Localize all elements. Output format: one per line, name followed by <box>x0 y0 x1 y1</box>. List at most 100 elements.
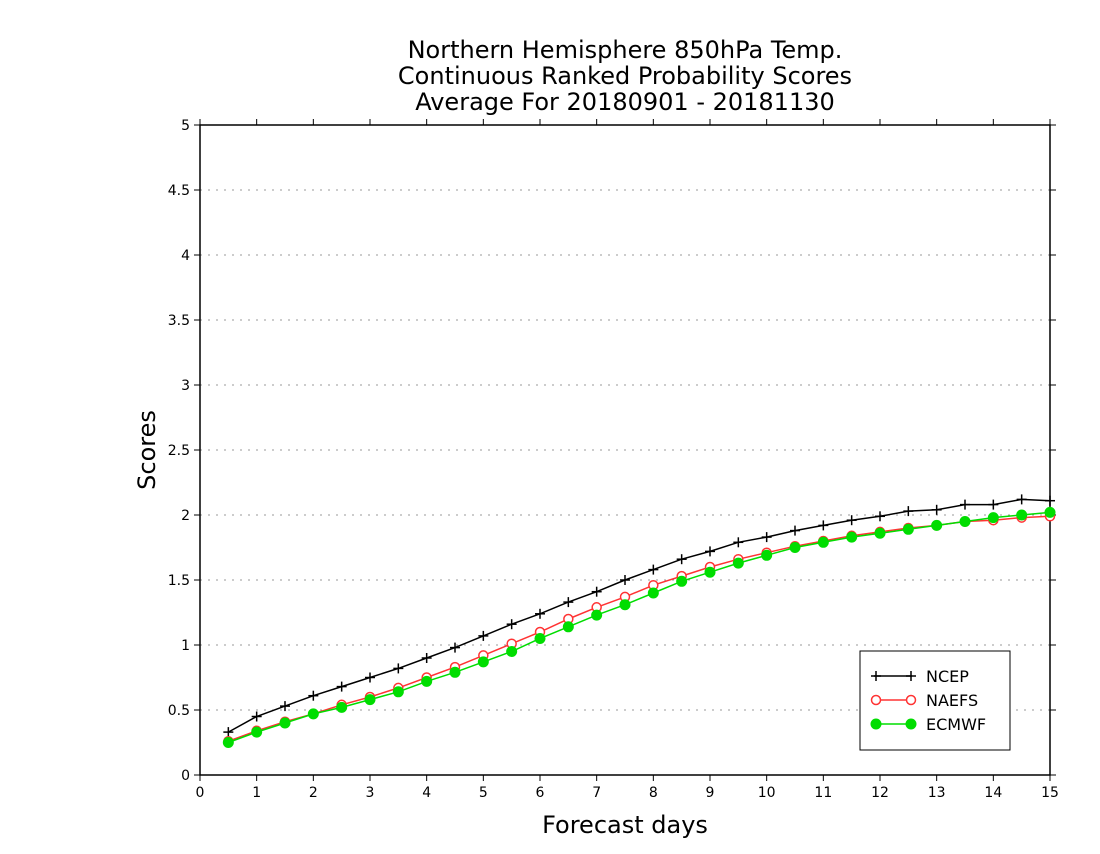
data-point-ecmwf <box>704 566 716 578</box>
x-tick-label: 0 <box>196 785 205 801</box>
x-tick-label: 5 <box>479 785 488 801</box>
legend-marker <box>871 671 881 681</box>
x-tick-label: 15 <box>1041 785 1059 801</box>
data-point-ecmwf <box>1044 506 1056 518</box>
data-point-ncep <box>733 537 744 548</box>
x-tick-label: 11 <box>814 785 832 801</box>
data-point-ncep <box>336 681 347 692</box>
data-point-ncep <box>506 619 517 630</box>
legend-marker <box>870 718 882 730</box>
data-point-ecmwf <box>534 633 546 644</box>
data-point-ecmwf <box>392 686 404 698</box>
data-point-ecmwf <box>1016 509 1028 521</box>
data-point-ecmwf <box>307 708 319 720</box>
data-point-ncep <box>563 597 574 608</box>
y-tick-label: 4 <box>181 248 190 264</box>
y-axis-title: Scores <box>133 410 161 490</box>
x-tick-label: 9 <box>706 785 715 801</box>
data-point-ecmwf <box>647 587 659 599</box>
data-point-ncep <box>393 663 404 674</box>
legend-marker <box>870 694 882 706</box>
data-point-ncep <box>251 711 262 722</box>
data-point-ncep <box>421 653 432 663</box>
data-point-ncep <box>790 525 800 536</box>
data-point-ncep <box>988 499 999 510</box>
data-point-ecmwf <box>874 527 886 539</box>
x-tick-label: 8 <box>649 785 658 801</box>
chart-title-line: Continuous Ranked Probability Scores <box>398 62 852 90</box>
data-point-ncep <box>903 506 914 517</box>
data-point-ecmwf <box>222 737 234 748</box>
data-point-ncep <box>365 672 375 683</box>
legend-marker <box>905 718 917 730</box>
series-layer <box>222 494 1056 748</box>
data-point-ncep <box>705 546 715 557</box>
data-point-ecmwf <box>477 656 489 668</box>
data-point-ecmwf <box>619 599 631 611</box>
legend-item-naefs: NAEFS <box>870 691 978 710</box>
y-tick-label: 0.5 <box>168 703 190 719</box>
y-tick-label: 1 <box>181 638 190 654</box>
y-axis: 0 0.5 1 1.5 2 2.5 3 3.5 4 4.5 5 <box>168 118 1056 784</box>
y-tick-label: 1.5 <box>168 573 190 589</box>
y-tick-label: 3 <box>181 378 190 394</box>
data-point-ncep <box>223 727 234 738</box>
legend-item-ncep: NCEP <box>871 667 969 686</box>
y-tick-label: 0 <box>181 768 190 784</box>
data-point-ncep <box>931 504 942 515</box>
data-point-ncep <box>308 690 319 701</box>
data-point-ncep <box>676 554 687 565</box>
data-point-ecmwf <box>846 531 858 543</box>
x-axis: 0 1 2 3 4 5 6 7 8 9 10 11 12 13 14 15 <box>196 119 1059 801</box>
y-tick-label: 2.5 <box>168 443 190 459</box>
legend-marker <box>906 671 916 681</box>
data-point-ncep <box>478 630 489 641</box>
data-point-ncep <box>535 608 545 619</box>
x-tick-label: 3 <box>366 785 375 801</box>
data-point-ncep <box>761 532 772 543</box>
legend-label: NAEFS <box>926 691 978 710</box>
data-point-ncep <box>818 520 829 531</box>
y-tick-label: 5 <box>181 118 190 134</box>
chart-title-line: Average For 20180901 - 20181130 <box>415 88 835 116</box>
legend: NCEP NAEFS ECMWF <box>859 650 1011 751</box>
data-point-ncep <box>1045 495 1055 506</box>
legend-item-ecmwf: ECMWF <box>870 715 986 734</box>
data-point-ecmwf <box>676 575 688 587</box>
x-tick-label: 2 <box>309 785 318 801</box>
data-point-ecmwf <box>421 675 433 687</box>
data-point-ecmwf <box>902 523 914 535</box>
legend-label: ECMWF <box>926 715 986 734</box>
data-point-ncep <box>450 642 460 653</box>
x-tick-label: 14 <box>984 785 1002 801</box>
series-ncep <box>223 494 1055 738</box>
data-point-ncep <box>280 701 290 712</box>
data-point-ecmwf <box>591 609 603 621</box>
data-point-ecmwf <box>789 542 801 553</box>
data-point-ecmwf <box>251 726 263 738</box>
legend-label: NCEP <box>926 667 969 686</box>
x-axis-title: Forecast days <box>542 811 708 839</box>
data-point-ecmwf <box>364 694 376 706</box>
data-point-ncep <box>960 499 970 510</box>
data-point-ecmwf <box>449 666 461 678</box>
x-tick-label: 10 <box>758 785 776 801</box>
series-ecmwf <box>222 506 1056 748</box>
x-tick-label: 4 <box>422 785 431 801</box>
data-point-ecmwf <box>562 621 574 633</box>
data-point-ecmwf <box>279 717 291 729</box>
data-point-ncep <box>846 515 857 526</box>
data-point-ncep <box>1016 494 1027 505</box>
data-point-ecmwf <box>817 536 829 548</box>
data-point-ncep <box>648 564 659 575</box>
data-point-ecmwf <box>336 701 348 713</box>
grid-lines <box>200 189 1050 711</box>
data-point-ncep <box>875 511 885 522</box>
chart-title: Northern Hemisphere 850hPa Temp.Continuo… <box>398 36 852 116</box>
y-tick-label: 3.5 <box>168 313 190 329</box>
legend-marker <box>905 694 917 706</box>
x-tick-label: 12 <box>871 785 889 801</box>
data-point-ecmwf <box>506 646 518 657</box>
